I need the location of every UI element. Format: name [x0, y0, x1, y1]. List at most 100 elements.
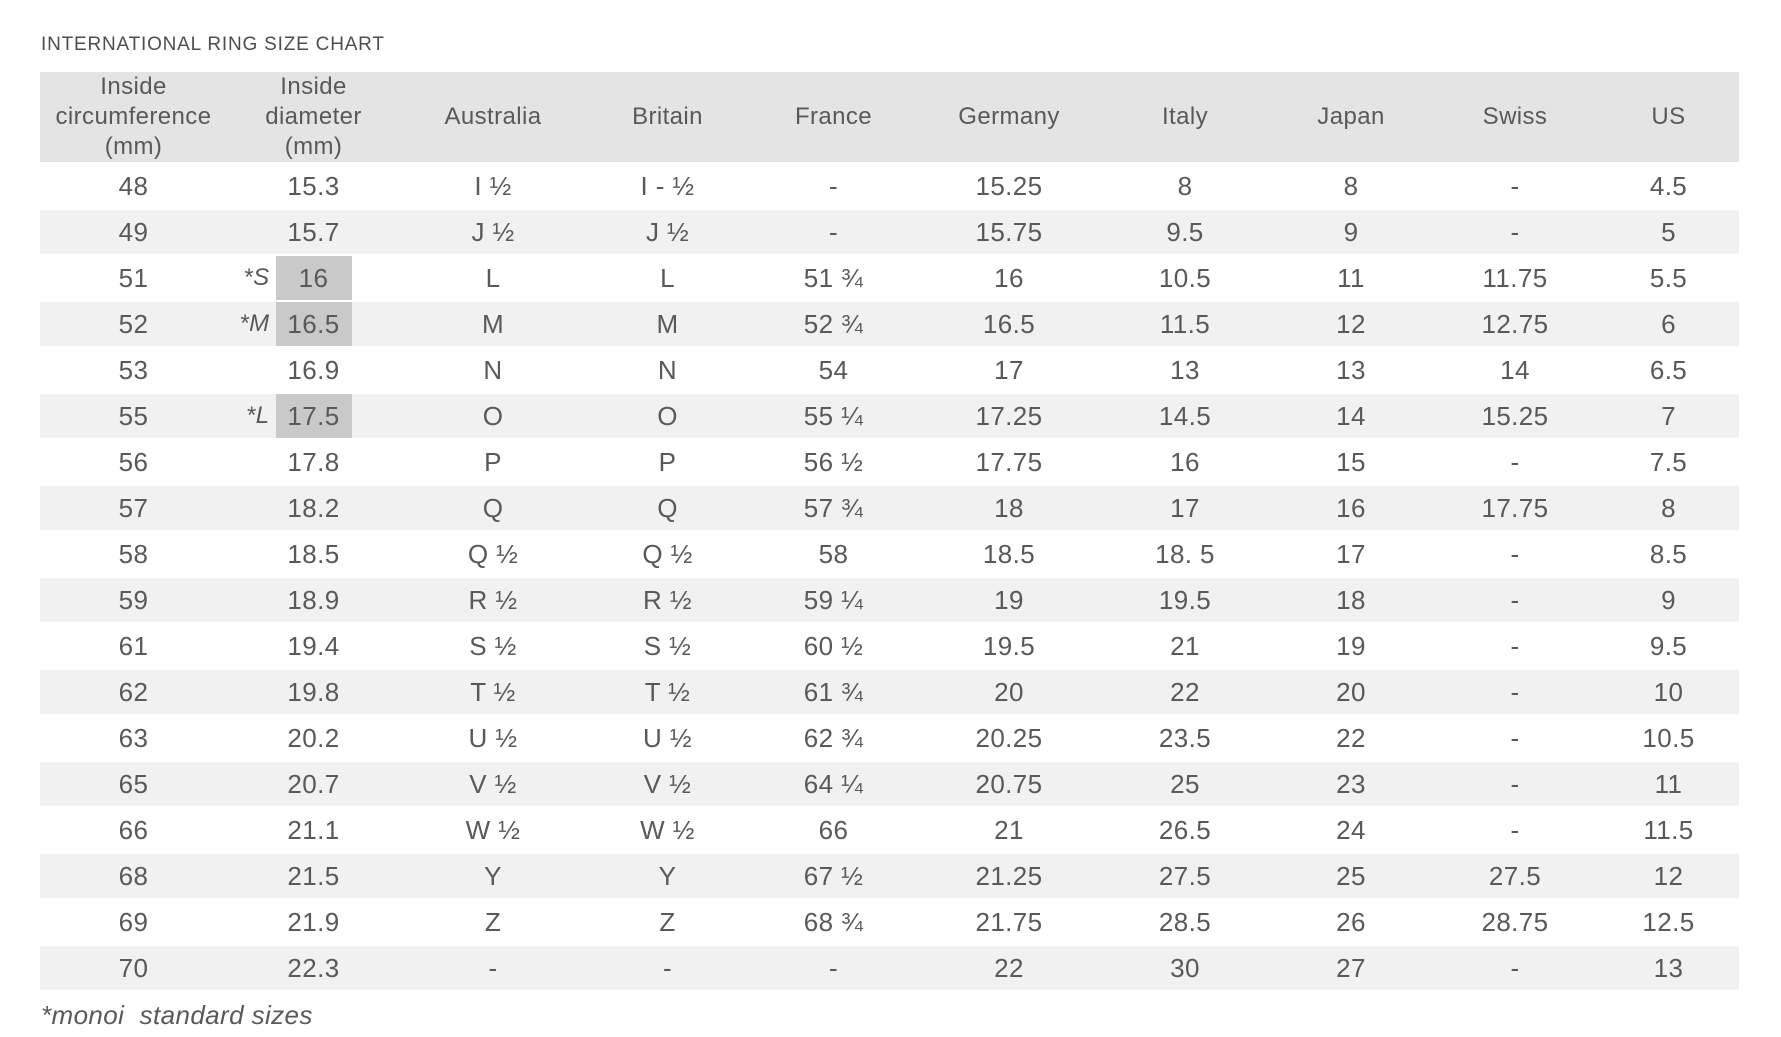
- cell-circumference: 69: [40, 900, 227, 944]
- cell-britain: Z: [586, 900, 749, 944]
- cell-britain: M: [586, 302, 749, 346]
- cell-france: -: [749, 164, 918, 208]
- diameter-value: 19.4: [287, 631, 340, 661]
- cell-japan: 16: [1270, 486, 1432, 530]
- cell-japan: 20: [1270, 670, 1432, 714]
- cell-swiss: 27.5: [1432, 854, 1598, 898]
- cell-australia: S ½: [400, 624, 586, 668]
- cell-japan: 13: [1270, 348, 1432, 392]
- cell-japan: 24: [1270, 808, 1432, 852]
- cell-swiss: -: [1432, 762, 1598, 806]
- cell-swiss: 28.75: [1432, 900, 1598, 944]
- cell-italy: 11.5: [1100, 302, 1270, 346]
- cell-italy: 25: [1100, 762, 1270, 806]
- cell-france: 55 ¼: [749, 394, 918, 438]
- cell-germany: 16.5: [918, 302, 1100, 346]
- cell-britain: Y: [586, 854, 749, 898]
- cell-germany: 16: [918, 256, 1100, 300]
- cell-france: 54: [749, 348, 918, 392]
- cell-circumference: 62: [40, 670, 227, 714]
- cell-australia: J ½: [400, 210, 586, 254]
- cell-japan: 11: [1270, 256, 1432, 300]
- cell-circumference: 61: [40, 624, 227, 668]
- cell-circumference: 56: [40, 440, 227, 484]
- diameter-value-highlighted: 16.5: [275, 302, 352, 346]
- cell-france: 64 ¼: [749, 762, 918, 806]
- cell-italy: 10.5: [1100, 256, 1270, 300]
- cell-britain: T ½: [586, 670, 749, 714]
- cell-germany: 18: [918, 486, 1100, 530]
- cell-australia: Y: [400, 854, 586, 898]
- diameter-value: 20.7: [287, 769, 340, 799]
- cell-italy: 27.5: [1100, 854, 1270, 898]
- cell-france: 51 ¾: [749, 256, 918, 300]
- cell-swiss: 15.25: [1432, 394, 1598, 438]
- cell-australia: Q ½: [400, 532, 586, 576]
- table-row: 51 *S 16 L L 51 ¾ 16 10.5 11 11.75 5.5: [40, 256, 1739, 300]
- diameter-value: 22.3: [287, 953, 340, 983]
- diameter-value: 17.8: [287, 447, 340, 477]
- cell-us: 9.5: [1598, 624, 1739, 668]
- cell-france: 56 ½: [749, 440, 918, 484]
- cell-swiss: -: [1432, 164, 1598, 208]
- cell-diameter: 16.9: [227, 348, 400, 392]
- cell-italy: 9.5: [1100, 210, 1270, 254]
- cell-diameter: 15.3: [227, 164, 400, 208]
- cell-us: 7.5: [1598, 440, 1739, 484]
- cell-swiss: -: [1432, 946, 1598, 990]
- cell-diameter: *S 16: [227, 256, 400, 300]
- diameter-value-highlighted: 17.5: [275, 394, 352, 438]
- cell-japan: 14: [1270, 394, 1432, 438]
- diameter-value: 15.3: [287, 171, 340, 201]
- chart-title: INTERNATIONAL RING SIZE CHART: [41, 34, 385, 55]
- cell-diameter: 21.1: [227, 808, 400, 852]
- cell-circumference: 59: [40, 578, 227, 622]
- cell-france: 57 ¾: [749, 486, 918, 530]
- cell-italy: 30: [1100, 946, 1270, 990]
- cell-diameter: 21.5: [227, 854, 400, 898]
- cell-italy: 19.5: [1100, 578, 1270, 622]
- cell-japan: 17: [1270, 532, 1432, 576]
- cell-britain: J ½: [586, 210, 749, 254]
- column-header-australia: Australia: [400, 72, 586, 162]
- cell-japan: 15: [1270, 440, 1432, 484]
- cell-us: 5.5: [1598, 256, 1739, 300]
- table-header: Inside circumference (mm) Inside diameter…: [40, 72, 1739, 162]
- cell-circumference: 65: [40, 762, 227, 806]
- cell-japan: 9: [1270, 210, 1432, 254]
- cell-us: 8.5: [1598, 532, 1739, 576]
- cell-germany: 15.25: [918, 164, 1100, 208]
- cell-britain: W ½: [586, 808, 749, 852]
- cell-australia: P: [400, 440, 586, 484]
- cell-france: 66: [749, 808, 918, 852]
- cell-us: 10: [1598, 670, 1739, 714]
- table-row: 68 21.5 Y Y 67 ½ 21.25 27.5 25 27.5 12: [40, 854, 1739, 898]
- cell-us: 12: [1598, 854, 1739, 898]
- cell-australia: V ½: [400, 762, 586, 806]
- column-header-france: France: [749, 72, 918, 162]
- cell-us: 5: [1598, 210, 1739, 254]
- cell-circumference: 70: [40, 946, 227, 990]
- diameter-value: 15.7: [287, 217, 340, 247]
- cell-japan: 22: [1270, 716, 1432, 760]
- cell-britain: V ½: [586, 762, 749, 806]
- cell-diameter: 21.9: [227, 900, 400, 944]
- cell-germany: 21: [918, 808, 1100, 852]
- cell-germany: 17.25: [918, 394, 1100, 438]
- cell-france: 67 ½: [749, 854, 918, 898]
- cell-japan: 19: [1270, 624, 1432, 668]
- monoi-size-marker: *S: [243, 264, 270, 291]
- cell-germany: 21.25: [918, 854, 1100, 898]
- cell-italy: 21: [1100, 624, 1270, 668]
- cell-britain: S ½: [586, 624, 749, 668]
- cell-us: 11.5: [1598, 808, 1739, 852]
- cell-us: 6: [1598, 302, 1739, 346]
- diameter-value: 16.9: [287, 355, 340, 385]
- cell-germany: 19: [918, 578, 1100, 622]
